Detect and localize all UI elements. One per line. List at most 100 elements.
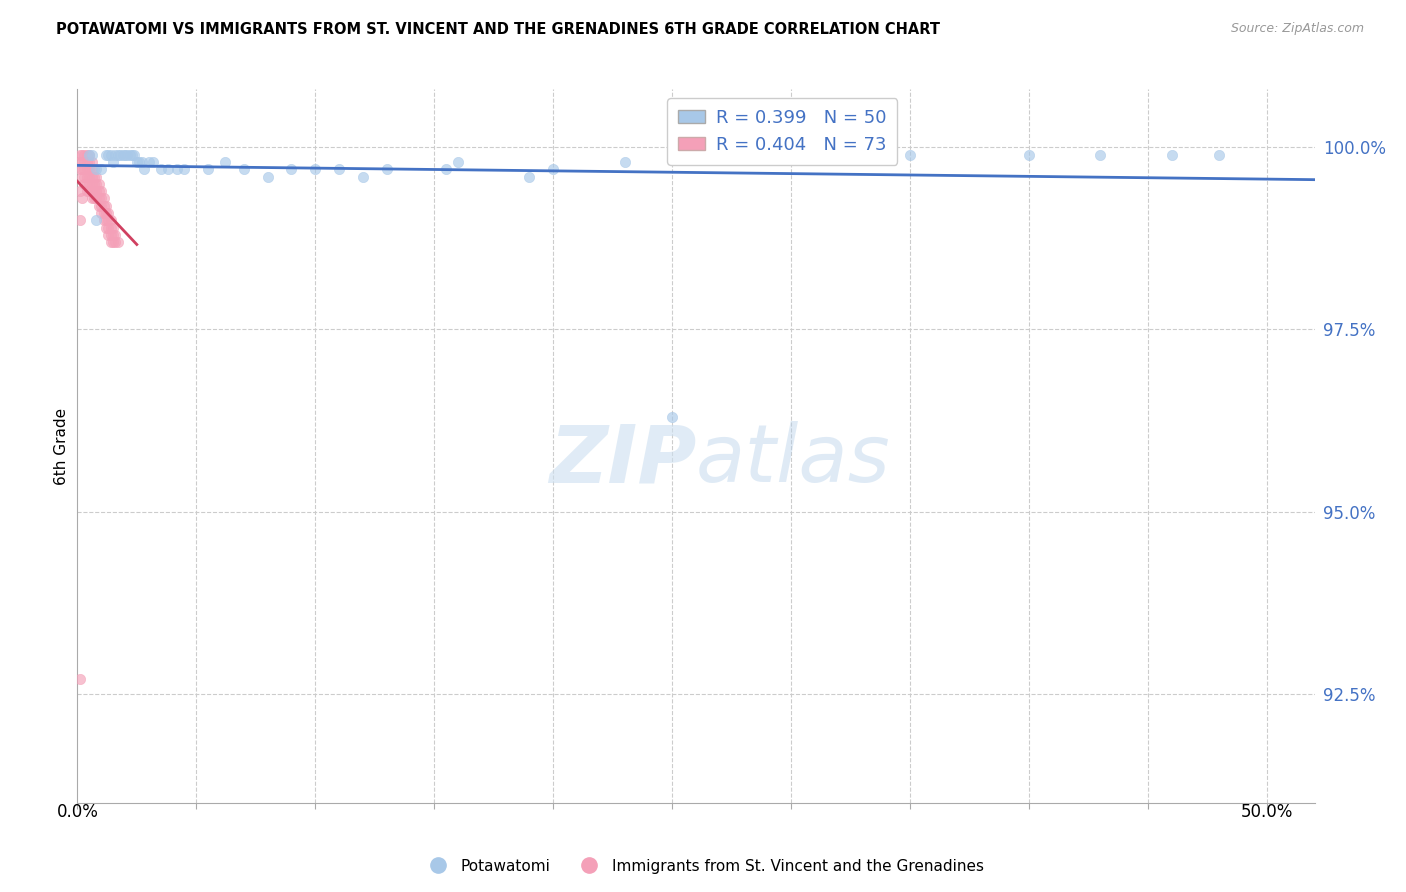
Point <box>149 162 172 177</box>
Point <box>94 213 117 227</box>
Point <box>80 162 103 177</box>
Point <box>87 191 110 205</box>
Point <box>86 184 108 198</box>
Point <box>76 155 98 169</box>
Point <box>80 155 103 169</box>
Point <box>97 147 120 161</box>
Point <box>124 147 146 161</box>
Text: ZIP: ZIP <box>548 421 696 500</box>
Point <box>80 147 103 161</box>
Point <box>375 162 398 177</box>
Point <box>77 147 100 161</box>
Point <box>86 213 108 227</box>
Point <box>101 155 124 169</box>
Point <box>93 199 115 213</box>
Y-axis label: 6th Grade: 6th Grade <box>53 408 69 484</box>
Point <box>197 162 219 177</box>
Point <box>280 162 302 177</box>
Point <box>173 162 195 177</box>
Point <box>104 235 127 249</box>
Point <box>86 191 108 205</box>
Point <box>90 162 112 177</box>
Point <box>70 155 93 169</box>
Point <box>83 162 105 177</box>
Point <box>80 191 103 205</box>
Point <box>73 147 96 161</box>
Point <box>93 206 115 220</box>
Point <box>97 213 120 227</box>
Point <box>77 184 100 198</box>
Point <box>108 147 131 161</box>
Point <box>100 227 122 242</box>
Point <box>1208 147 1230 161</box>
Point <box>138 155 160 169</box>
Point <box>131 155 153 169</box>
Point <box>76 169 98 184</box>
Point <box>83 177 105 191</box>
Point <box>70 147 93 161</box>
Point <box>73 169 96 184</box>
Point <box>107 235 129 249</box>
Point <box>87 177 110 191</box>
Point <box>83 169 105 184</box>
Point <box>93 191 115 205</box>
Point <box>69 155 91 169</box>
Point <box>77 155 100 169</box>
Point <box>104 227 127 242</box>
Legend: R = 0.399   N = 50, R = 0.404   N = 73: R = 0.399 N = 50, R = 0.404 N = 73 <box>668 98 897 165</box>
Point <box>76 162 98 177</box>
Point <box>447 155 470 169</box>
Point <box>77 162 100 177</box>
Point <box>69 672 91 686</box>
Point <box>73 162 96 177</box>
Point <box>70 169 93 184</box>
Point <box>77 169 100 184</box>
Point <box>117 147 139 161</box>
Point <box>107 147 129 161</box>
Point <box>73 155 96 169</box>
Point <box>90 191 112 205</box>
Point <box>121 147 143 161</box>
Point <box>128 155 150 169</box>
Point <box>94 147 117 161</box>
Point <box>86 162 108 177</box>
Text: 0.0%: 0.0% <box>56 803 98 821</box>
Point <box>83 184 105 198</box>
Text: atlas: atlas <box>696 421 891 500</box>
Point <box>101 220 124 235</box>
Point <box>132 162 155 177</box>
Point <box>156 162 179 177</box>
Point <box>328 162 350 177</box>
Point <box>94 220 117 235</box>
Point <box>87 199 110 213</box>
Point <box>214 155 236 169</box>
Point <box>90 184 112 198</box>
Point <box>77 177 100 191</box>
Point <box>100 147 122 161</box>
Point <box>1090 147 1112 161</box>
Point <box>100 235 122 249</box>
Point <box>709 147 731 161</box>
Point <box>97 220 120 235</box>
Point <box>118 147 141 161</box>
Point <box>256 169 278 184</box>
Text: Source: ZipAtlas.com: Source: ZipAtlas.com <box>1230 22 1364 36</box>
Point <box>80 184 103 198</box>
Point <box>1160 147 1182 161</box>
Text: 50.0%: 50.0% <box>1241 803 1294 821</box>
Point <box>90 206 112 220</box>
Point <box>100 220 122 235</box>
Point <box>898 147 921 161</box>
Point <box>100 213 122 227</box>
Point <box>76 177 98 191</box>
Point <box>101 235 124 249</box>
Point <box>69 162 91 177</box>
Point <box>69 184 91 198</box>
Point <box>104 147 127 161</box>
Point <box>77 147 100 161</box>
Point <box>90 199 112 213</box>
Point <box>661 409 683 424</box>
Point <box>83 191 105 205</box>
Point <box>69 213 91 227</box>
Point <box>519 169 541 184</box>
